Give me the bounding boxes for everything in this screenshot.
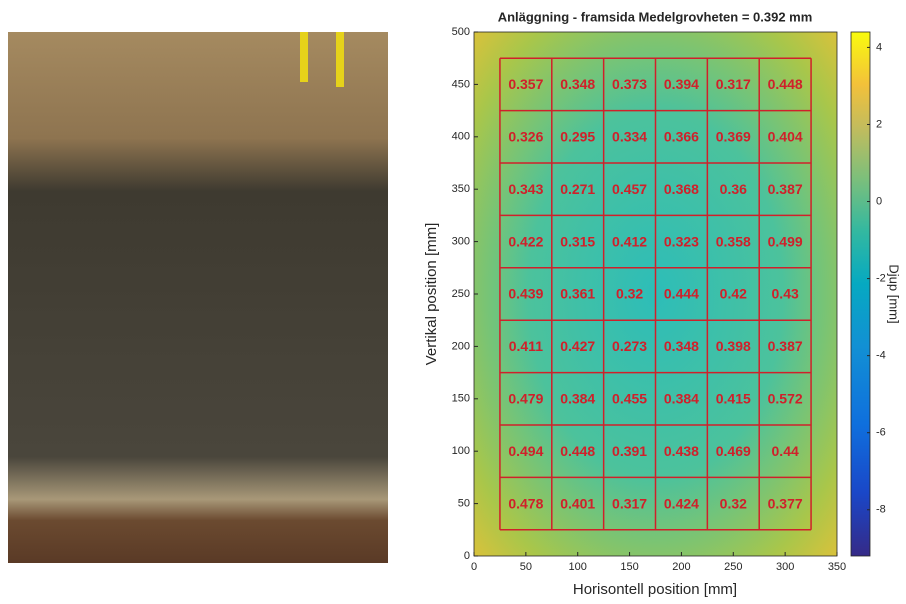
cell-label: 0.448 [768, 76, 803, 92]
cell-label: 0.343 [508, 181, 543, 197]
cell-label: 0.427 [560, 338, 595, 354]
x-tick-label: 250 [724, 561, 742, 573]
cell-label: 0.42 [720, 286, 747, 302]
y-tick-label: 100 [452, 445, 470, 457]
cell-label: 0.412 [612, 233, 647, 249]
y-axis-label: Vertikal position [mm] [423, 223, 440, 366]
cell-label: 0.348 [664, 338, 699, 354]
cell-label: 0.469 [716, 443, 751, 459]
colorbar-tick-label: -2 [876, 272, 886, 284]
photo [8, 32, 388, 563]
cell-label: 0.479 [508, 391, 543, 407]
cell-label: 0.494 [508, 443, 543, 459]
cell-label: 0.358 [716, 233, 751, 249]
x-tick-label: 100 [569, 561, 587, 573]
cell-label: 0.366 [664, 129, 699, 145]
y-tick-label: 50 [458, 498, 470, 510]
cell-label: 0.391 [612, 443, 647, 459]
cell-label: 0.373 [612, 76, 647, 92]
cell-label: 0.572 [768, 391, 803, 407]
cell-label: 0.32 [720, 495, 747, 511]
cell-label: 0.384 [664, 391, 699, 407]
cell-label: 0.387 [768, 181, 803, 197]
cell-label: 0.334 [612, 129, 647, 145]
colorbar-tick-label: 0 [876, 195, 882, 207]
cell-label: 0.387 [768, 338, 803, 354]
cell-label: 0.404 [768, 129, 803, 145]
colorbar-tick-label: 2 [876, 118, 882, 130]
colorbar [851, 32, 870, 556]
y-tick-label: 0 [464, 550, 470, 562]
cell-label: 0.348 [560, 76, 595, 92]
colorbar-tick-label: 4 [876, 41, 882, 53]
cell-label: 0.323 [664, 233, 699, 249]
cell-label: 0.326 [508, 129, 543, 145]
y-tick-label: 500 [452, 26, 470, 38]
cell-label: 0.438 [664, 443, 699, 459]
x-tick-label: 50 [520, 561, 532, 573]
y-tick-label: 200 [452, 340, 470, 352]
cell-label: 0.499 [768, 233, 803, 249]
cell-label: 0.43 [772, 286, 799, 302]
page: {"chart_data": {"type": "heatmap", "titl… [0, 0, 906, 599]
x-tick-label: 200 [672, 561, 690, 573]
cell-label: 0.44 [772, 443, 799, 459]
cell-label: 0.415 [716, 391, 751, 407]
cell-label: 0.357 [508, 76, 543, 92]
x-tick-label: 150 [620, 561, 638, 573]
cell-label: 0.394 [664, 76, 699, 92]
x-tick-label: 0 [471, 561, 477, 573]
cell-label: 0.315 [560, 233, 595, 249]
cell-label: 0.377 [768, 495, 803, 511]
cell-label: 0.457 [612, 181, 647, 197]
cell-label: 0.384 [560, 391, 595, 407]
x-axis-label: Horisontell position [mm] [573, 581, 737, 598]
cell-label: 0.295 [560, 129, 595, 145]
cell-label: 0.444 [664, 286, 699, 302]
y-tick-label: 350 [452, 183, 470, 195]
cell-label: 0.424 [664, 495, 699, 511]
colorbar-tick-label: -8 [876, 504, 886, 516]
y-tick-label: 300 [452, 236, 470, 248]
cell-label: 0.439 [508, 286, 543, 302]
colorbar-tick-label: -6 [876, 427, 886, 439]
cell-label: 0.478 [508, 495, 543, 511]
colorbar-label: Djup [mm] [887, 264, 902, 323]
cell-label: 0.398 [716, 338, 751, 354]
x-tick-label: 350 [828, 561, 846, 573]
x-tick-label: 300 [776, 561, 794, 573]
cell-label: 0.361 [560, 286, 595, 302]
cell-label: 0.317 [612, 495, 647, 511]
cell-label: 0.317 [716, 76, 751, 92]
cell-label: 0.455 [612, 391, 647, 407]
cell-label: 0.369 [716, 129, 751, 145]
cell-label: 0.411 [509, 338, 543, 354]
figure: Anläggning - framsida Medelgrovheten = 0… [0, 0, 906, 599]
cell-label: 0.422 [508, 233, 543, 249]
chart-title: Anläggning - framsida Medelgrovheten = 0… [498, 9, 813, 24]
cell-label: 0.271 [560, 181, 595, 197]
cell-label: 0.273 [612, 338, 647, 354]
y-tick-label: 150 [452, 393, 470, 405]
paint-mark [336, 32, 344, 87]
cell-label: 0.448 [560, 443, 595, 459]
y-tick-label: 400 [452, 131, 470, 143]
y-tick-label: 450 [452, 78, 470, 90]
y-tick-label: 250 [452, 288, 470, 300]
cell-label: 0.368 [664, 181, 699, 197]
cell-label: 0.36 [720, 181, 747, 197]
cell-label: 0.401 [560, 495, 595, 511]
colorbar-tick-label: -4 [876, 350, 886, 362]
cell-label: 0.32 [616, 286, 643, 302]
paint-mark [300, 32, 308, 82]
